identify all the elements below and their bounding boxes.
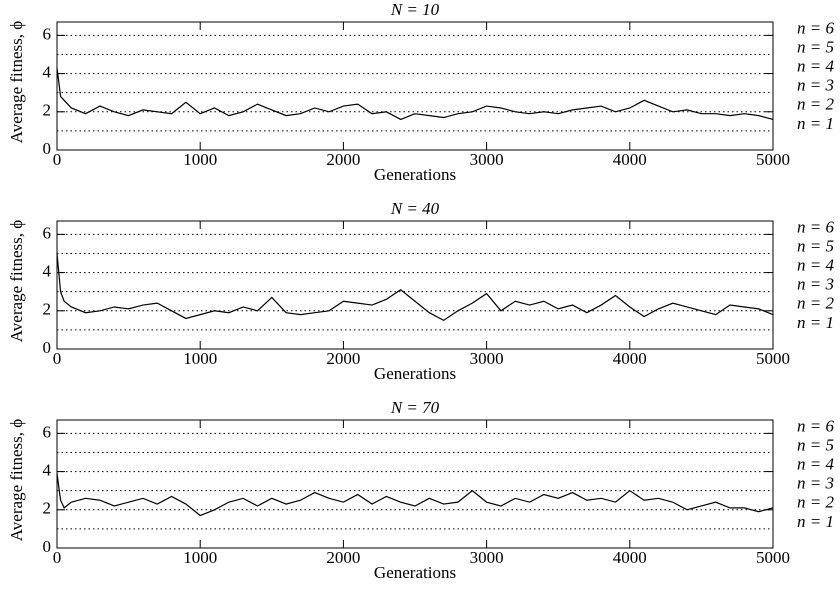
x-tick-label: 1000 bbox=[183, 349, 217, 368]
reference-label: n = 1 bbox=[797, 512, 834, 531]
y-tick-label: 0 bbox=[43, 139, 52, 158]
y-axis-label: Average fitness, ϕ bbox=[7, 21, 26, 143]
reference-label: n = 3 bbox=[797, 275, 834, 294]
reference-label: n = 6 bbox=[797, 18, 834, 37]
reference-label: n = 4 bbox=[797, 56, 834, 75]
data-line bbox=[56, 473, 774, 517]
x-tick-label: 0 bbox=[53, 349, 62, 368]
y-tick-label: 4 bbox=[43, 261, 52, 280]
y-tick-label: 2 bbox=[43, 101, 52, 120]
y-tick-label: 4 bbox=[43, 62, 52, 81]
x-tick-label: 4000 bbox=[613, 349, 647, 368]
panel-title: N = 70 bbox=[390, 398, 440, 417]
y-tick-label: 0 bbox=[43, 537, 52, 556]
reference-label: n = 6 bbox=[797, 217, 834, 236]
reference-label: n = 5 bbox=[797, 37, 834, 56]
x-tick-label: 4000 bbox=[613, 548, 647, 567]
x-tick-label: 0 bbox=[53, 150, 62, 169]
x-axis-label: Generations bbox=[374, 165, 456, 184]
reference-label: n = 2 bbox=[797, 95, 834, 114]
x-tick-label: 5000 bbox=[756, 150, 790, 169]
x-tick-label: 2000 bbox=[326, 349, 360, 368]
reference-label: n = 1 bbox=[797, 114, 834, 133]
data-line bbox=[56, 253, 774, 322]
x-tick-label: 5000 bbox=[756, 349, 790, 368]
reference-label: n = 6 bbox=[797, 416, 834, 435]
x-tick-label: 5000 bbox=[756, 548, 790, 567]
plot-frame bbox=[56, 220, 774, 350]
x-tick-label: 4000 bbox=[613, 150, 647, 169]
reference-label: n = 1 bbox=[797, 313, 834, 332]
reference-label: n = 2 bbox=[797, 493, 834, 512]
reference-label: n = 5 bbox=[797, 435, 834, 454]
y-tick-label: 2 bbox=[43, 300, 52, 319]
reference-label: n = 4 bbox=[797, 454, 834, 473]
y-tick-label: 0 bbox=[43, 338, 52, 357]
x-tick-label: 3000 bbox=[470, 548, 504, 567]
y-tick-label: 6 bbox=[43, 24, 52, 43]
y-axis-label: Average fitness, ϕ bbox=[7, 419, 26, 541]
x-tick-label: 2000 bbox=[326, 548, 360, 567]
reference-label: n = 2 bbox=[797, 294, 834, 313]
reference-label: n = 3 bbox=[797, 76, 834, 95]
x-tick-label: 1000 bbox=[183, 150, 217, 169]
reference-label: n = 3 bbox=[797, 474, 834, 493]
y-tick-label: 4 bbox=[43, 460, 52, 479]
plot-frame bbox=[56, 419, 774, 549]
y-tick-label: 2 bbox=[43, 499, 52, 518]
x-tick-label: 3000 bbox=[470, 349, 504, 368]
y-tick-label: 6 bbox=[43, 422, 52, 441]
x-tick-label: 1000 bbox=[183, 548, 217, 567]
panel-title: N = 40 bbox=[390, 199, 440, 218]
reference-label: n = 5 bbox=[797, 236, 834, 255]
plot-frame bbox=[56, 21, 774, 151]
y-tick-label: 6 bbox=[43, 223, 52, 242]
reference-label: n = 4 bbox=[797, 255, 834, 274]
y-axis-label: Average fitness, ϕ bbox=[7, 220, 26, 342]
x-tick-label: 2000 bbox=[326, 150, 360, 169]
x-tick-label: 3000 bbox=[470, 150, 504, 169]
panel-title: N = 10 bbox=[390, 0, 440, 19]
data-line bbox=[56, 67, 774, 121]
x-axis-label: Generations bbox=[374, 364, 456, 383]
x-tick-label: 0 bbox=[53, 548, 62, 567]
x-axis-label: Generations bbox=[374, 563, 456, 582]
